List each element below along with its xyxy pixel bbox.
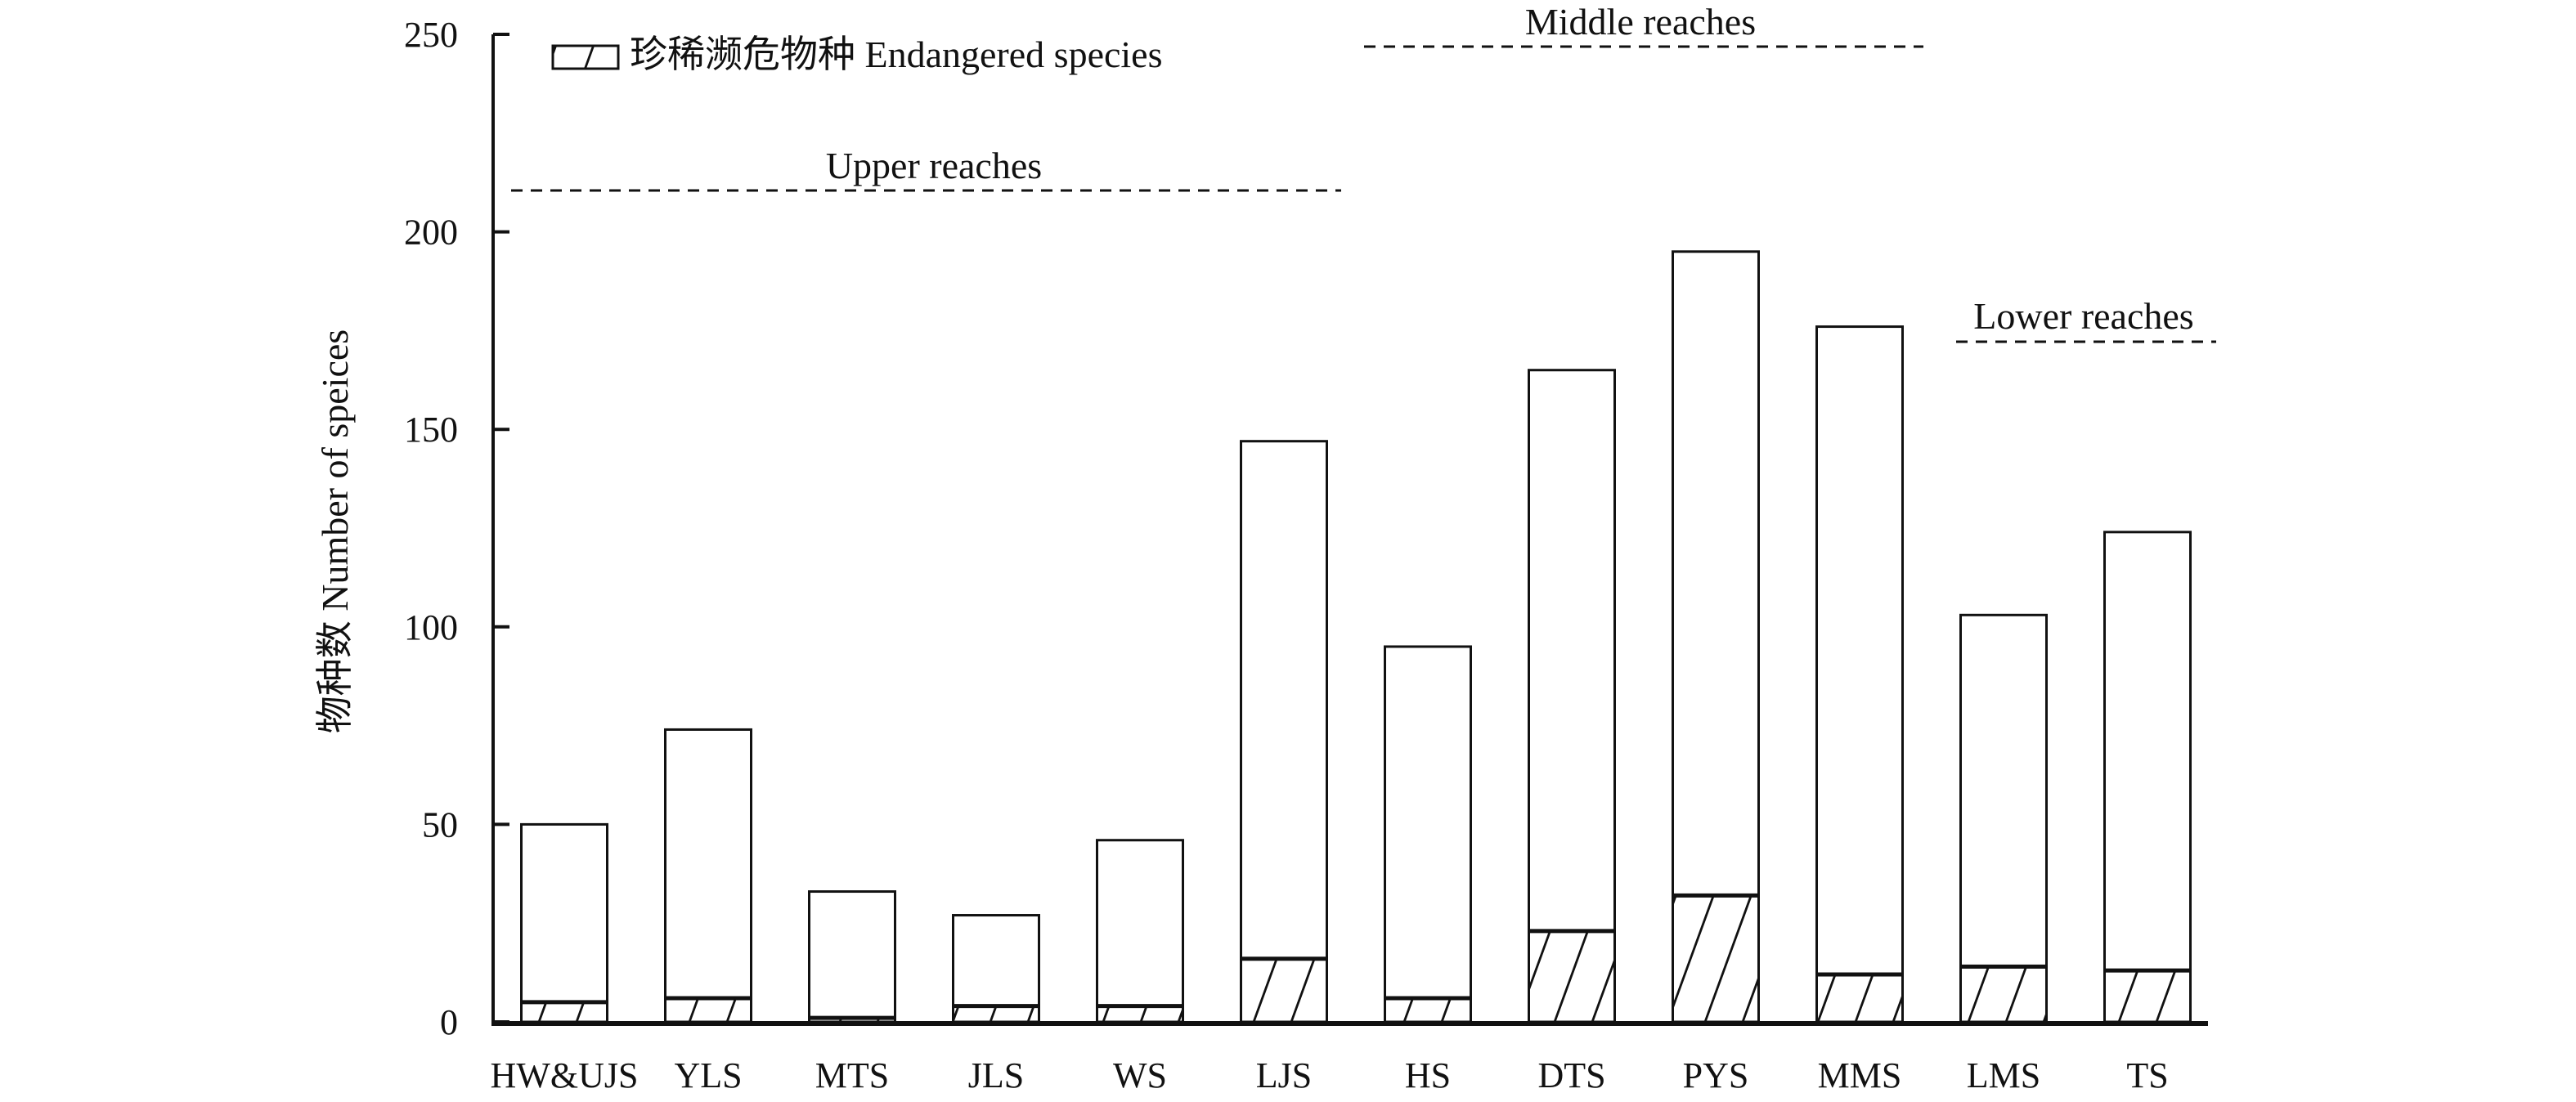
x-tick-label: PYS: [1683, 1055, 1749, 1095]
bar-endangered-LMS: [1959, 965, 2048, 1024]
bars-group: [520, 250, 2192, 1024]
bar-endangered-DTS: [1528, 930, 1616, 1024]
y-tick-label: 150: [404, 410, 458, 450]
x-tick-label: HW&UJS: [491, 1055, 639, 1095]
y-axis-label: 物种数 Number of speices: [314, 329, 356, 733]
y-tick-label: 0: [440, 1002, 458, 1042]
x-tick-label: LJS: [1256, 1055, 1312, 1095]
y-tick-label: 50: [422, 804, 458, 844]
x-tick-label: YLS: [674, 1055, 742, 1095]
x-labels: HW&UJS YLS MTS JLS WS LJS HS DTS PYS MMS LMS TS: [491, 1055, 2169, 1095]
annotation-lower-reaches: Lower reaches: [1956, 295, 2216, 343]
annotation-upper-reaches: Upper reaches: [511, 145, 1341, 192]
bar-total-MTS: [808, 890, 896, 1024]
bar-endangered-YLS: [664, 997, 752, 1024]
bar-endangered-LJS: [1240, 957, 1328, 1024]
bar-total-WS: [1096, 839, 1184, 1024]
y-tick-label: 250: [404, 15, 458, 55]
x-tick-label: TS: [2126, 1055, 2168, 1095]
bar-total-YLS: [664, 728, 752, 1024]
x-tick-label: LMS: [1967, 1055, 2040, 1095]
y-tick-label: 200: [404, 213, 458, 253]
bar-endangered-WS: [1096, 1005, 1184, 1024]
bar-total-MMS: [1815, 325, 1904, 1024]
lower-reaches-label: Lower reaches: [1973, 295, 2193, 337]
bar-total-LJS: [1240, 440, 1328, 1024]
x-tick-label: MTS: [815, 1055, 889, 1095]
x-tick-label: HS: [1405, 1055, 1451, 1095]
legend-label-endangered: 珍稀濒危物种 Endangered species: [630, 34, 1163, 75]
bar-endangered-MMS: [1815, 973, 1904, 1024]
bar-total-DTS: [1528, 369, 1616, 1024]
bar-endangered-JLS: [952, 1005, 1040, 1024]
legend: 珍稀濒危物种 Endangered species: [551, 34, 1163, 75]
bar-total-HS: [1384, 645, 1472, 1024]
upper-reaches-label: Upper reaches: [826, 145, 1042, 186]
bar-total-HW&UJS: [520, 822, 608, 1024]
bar-endangered-PYS: [1672, 894, 1760, 1024]
y-tick-label: 100: [404, 607, 458, 647]
bar-endangered-HW&UJS: [520, 1001, 608, 1024]
x-tick-label: MMS: [1818, 1055, 1902, 1095]
y-ticks: 0 50 100 150 200 250: [404, 15, 509, 1042]
middle-reaches-label: Middle reaches: [1525, 1, 1756, 43]
bar-total-LMS: [1959, 613, 2048, 1024]
bar-endangered-HS: [1384, 997, 1472, 1024]
bar-endangered-TS: [2103, 969, 2192, 1024]
x-tick-label: JLS: [968, 1055, 1024, 1095]
x-tick-label: DTS: [1537, 1055, 1605, 1095]
annotation-middle-reaches: Middle reaches: [1364, 1, 1923, 48]
bar-total-TS: [2103, 531, 2192, 1024]
legend-swatch-endangered: [551, 44, 620, 70]
x-tick-label: WS: [1113, 1055, 1167, 1095]
